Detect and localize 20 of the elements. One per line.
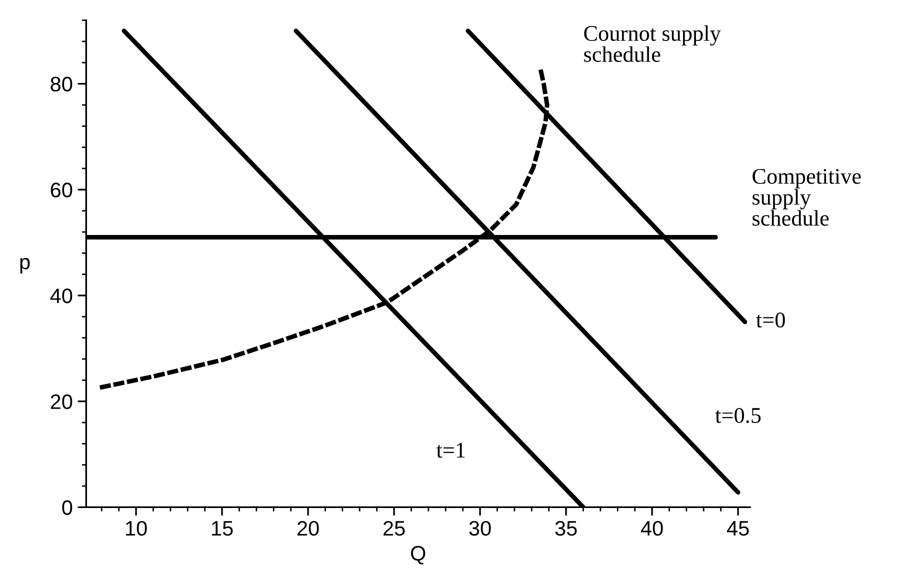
y-tick-label: 80 — [50, 76, 72, 92]
x-tick-label: 10 — [126, 520, 147, 536]
x-tick-label: 40 — [640, 520, 663, 536]
x-tick-label: 35 — [555, 520, 577, 536]
series-label: t=0.5 — [715, 408, 761, 424]
x-tick-label: 15 — [212, 521, 233, 536]
y-tick-label: 20 — [50, 394, 72, 410]
series-label: t=1 — [436, 442, 465, 458]
x-tick-label: 20 — [298, 520, 319, 536]
series-label: t=0 — [756, 312, 785, 328]
series-label: Cournot supply schedule — [584, 25, 721, 62]
x-tick-label: 30 — [469, 520, 491, 536]
x-axis-title: Q — [411, 546, 426, 564]
x-tick-label: 45 — [726, 521, 749, 536]
y-tick-label: 40 — [50, 288, 72, 304]
y-tick-label: 0 — [62, 500, 72, 515]
y-axis-title: p — [20, 258, 30, 274]
y-tick-label: 60 — [50, 182, 72, 198]
series-label: Competitive supply schedule — [752, 168, 861, 226]
x-tick-label: 25 — [384, 520, 405, 536]
